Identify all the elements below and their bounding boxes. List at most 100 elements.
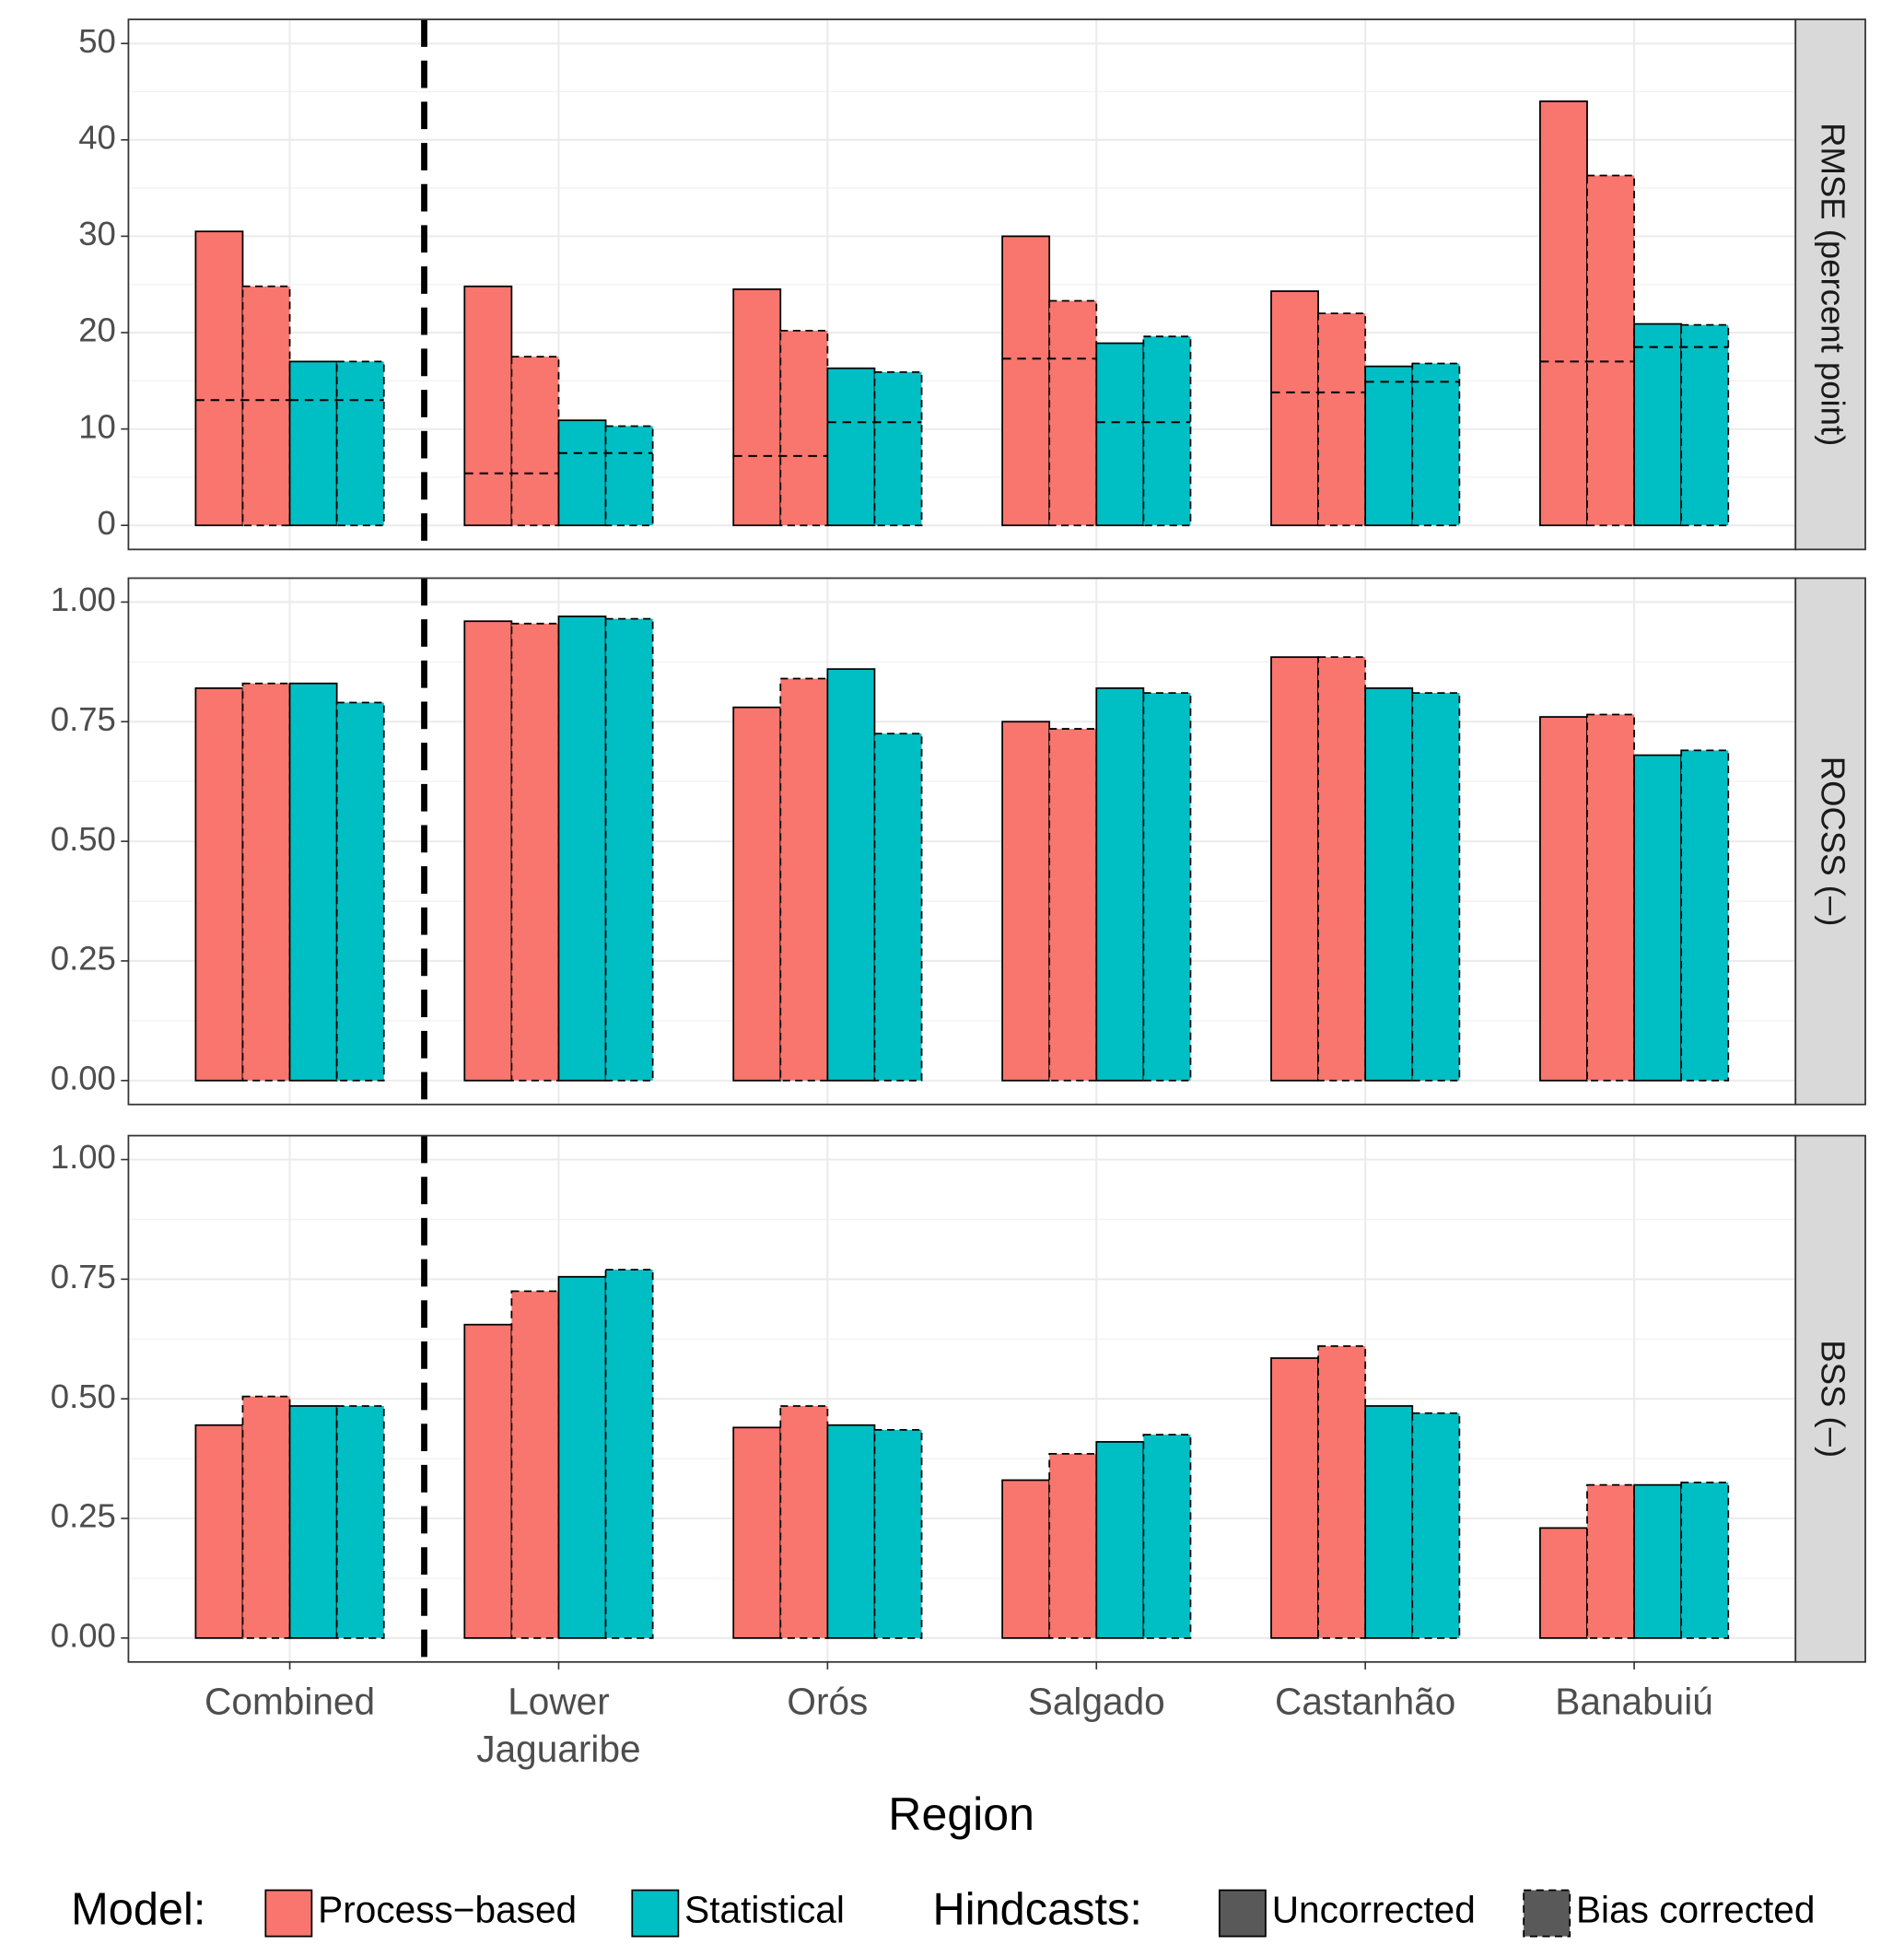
legend-title: Model:	[71, 1885, 205, 1935]
strip	[1794, 18, 1866, 551]
bar	[463, 620, 513, 1082]
x-tick-label: Salgado	[1028, 1681, 1165, 1723]
bar	[1364, 365, 1414, 527]
bar	[1586, 1483, 1635, 1639]
bar	[194, 1424, 244, 1639]
bar	[557, 615, 607, 1082]
strip	[1794, 1134, 1866, 1663]
bar	[1095, 342, 1145, 527]
bar	[241, 682, 291, 1082]
x-axis-title: Region	[888, 1788, 1034, 1840]
y-tick-label: 0.00	[51, 1059, 116, 1096]
legend-label: Statistical	[684, 1889, 845, 1931]
y-tick-label: 10	[78, 407, 116, 445]
bar	[1048, 299, 1098, 527]
bar	[557, 419, 607, 527]
bar	[194, 230, 244, 527]
bar	[779, 677, 829, 1082]
x-tick-label: Lower	[508, 1681, 610, 1723]
bar	[1411, 692, 1461, 1082]
bar	[1680, 749, 1730, 1082]
bar	[1095, 687, 1145, 1082]
bar	[1142, 1434, 1192, 1639]
y-tick-label: 0.25	[51, 940, 116, 978]
legend-title: Hindcasts:	[933, 1885, 1142, 1935]
bar	[1364, 1405, 1414, 1639]
bar	[463, 1323, 513, 1639]
bar	[732, 1426, 782, 1639]
bar	[779, 1405, 829, 1639]
bar	[1539, 100, 1588, 527]
legend-label: Process−based	[318, 1889, 577, 1931]
bar	[1095, 1441, 1145, 1639]
legend-swatch	[264, 1889, 313, 1938]
bar	[1633, 322, 1683, 527]
bar	[1586, 174, 1635, 527]
bar	[463, 285, 513, 527]
bar	[288, 360, 338, 527]
bar	[1142, 692, 1192, 1082]
bar	[1411, 362, 1461, 527]
bar	[1270, 290, 1319, 527]
bar	[335, 1405, 385, 1639]
bar	[1539, 716, 1588, 1082]
bar	[510, 1290, 560, 1639]
bar	[1270, 656, 1319, 1082]
bar	[288, 682, 338, 1082]
bar	[1048, 1453, 1098, 1639]
x-tick-label: Combined	[204, 1681, 375, 1723]
bar	[826, 1424, 876, 1639]
bar	[1048, 728, 1098, 1082]
strip-label: ROCSS (–)	[1814, 756, 1851, 927]
legend-label: Bias corrected	[1576, 1889, 1815, 1931]
y-tick-label: 0.75	[51, 1258, 116, 1295]
bar	[1317, 1345, 1367, 1639]
bar	[1680, 323, 1730, 527]
y-tick-label: 0.50	[51, 1377, 116, 1415]
bar	[1633, 1483, 1683, 1639]
bar	[826, 668, 876, 1082]
bar	[1317, 312, 1367, 527]
bar	[1317, 656, 1367, 1082]
legend-swatch	[1218, 1889, 1267, 1938]
bar	[732, 288, 782, 527]
bar	[1270, 1357, 1319, 1639]
bar	[604, 425, 654, 527]
bar	[288, 1405, 338, 1639]
y-tick-label: 0	[98, 504, 116, 542]
y-tick-label: 20	[78, 311, 116, 349]
y-tick-label: 0.25	[51, 1497, 116, 1535]
y-tick-label: 30	[78, 215, 116, 252]
bar	[732, 706, 782, 1082]
strip-label: RMSE (percent point)	[1814, 123, 1851, 446]
bar	[335, 701, 385, 1082]
legend-swatch	[1523, 1889, 1571, 1938]
strip	[1794, 577, 1866, 1106]
bar	[1633, 754, 1683, 1082]
bar	[557, 1275, 607, 1639]
bar	[1586, 713, 1635, 1082]
x-tick-label: Jaguaribe	[476, 1728, 640, 1770]
strip-label: BSS (–)	[1814, 1340, 1851, 1458]
y-tick-label: 1.00	[51, 1138, 116, 1176]
legend-label: Uncorrected	[1272, 1889, 1476, 1931]
x-tick-label: Castanhão	[1275, 1681, 1455, 1723]
bar	[873, 1429, 923, 1639]
bar	[1411, 1412, 1461, 1639]
bar	[873, 732, 923, 1082]
bar	[1001, 721, 1051, 1082]
bar	[1142, 335, 1192, 527]
bar	[335, 360, 385, 527]
legend-swatch	[631, 1889, 680, 1938]
bar	[779, 330, 829, 527]
x-tick-label: Orós	[787, 1681, 868, 1723]
bar	[1001, 1479, 1051, 1639]
y-tick-label: 0.50	[51, 820, 116, 858]
bar	[194, 687, 244, 1082]
y-tick-label: 50	[78, 22, 116, 60]
bar	[873, 371, 923, 527]
bar	[241, 1395, 291, 1639]
bar	[1364, 687, 1414, 1082]
bar	[1001, 235, 1051, 527]
